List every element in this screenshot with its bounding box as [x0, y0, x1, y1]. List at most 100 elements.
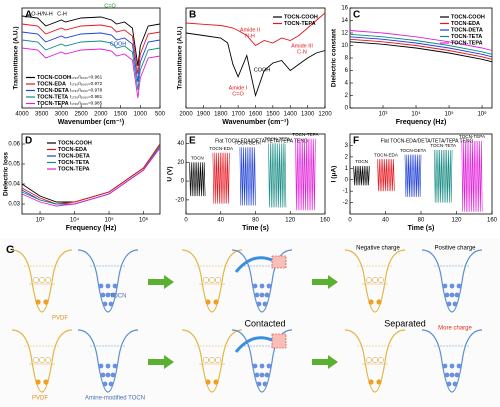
y-tick-label: 3 [345, 143, 349, 149]
signal-trace [434, 149, 453, 203]
signal-trace [353, 165, 370, 186]
x-tick-label: 10³ [36, 218, 45, 224]
annotation: C-N [297, 49, 307, 55]
annotation: O-H/N-H [31, 11, 52, 17]
legend-label: TOCN-TEPA [451, 40, 483, 46]
series-label: TOCN-EDA [209, 146, 234, 151]
y-tick-label: 0.05 [8, 162, 20, 168]
annotation: N-H [245, 33, 255, 39]
signal-trace [377, 159, 395, 192]
signal-trace [268, 143, 287, 208]
y-axis-label: I (μA) [331, 166, 338, 183]
series-line [21, 15, 161, 67]
y-tick-label: 2 [345, 93, 349, 99]
legend-label: TOCN-TETA [58, 160, 89, 166]
y-axis-label: Dielectric loss [3, 152, 10, 196]
y-axis-label: Transmittance (A.U.) [13, 26, 20, 89]
material-label: PVDF [52, 316, 68, 322]
x-tick-label: 3000 [55, 112, 69, 118]
highlight-box [271, 255, 287, 269]
legend-label: TOCN-TETA [451, 34, 482, 40]
y-axis-label: Transmittance (A.U.) [177, 26, 184, 89]
y-tick-label: 1 [345, 166, 349, 172]
series-label: TOCN-TEPA [292, 132, 319, 137]
legend-label: TOCN-EDA [58, 147, 87, 153]
x-tick-label: 500 [155, 112, 166, 118]
y-tick-label: 0.03 [8, 202, 20, 208]
y-tick-label: 2 [345, 154, 349, 160]
series-label: TOCN [191, 155, 204, 160]
x-tick-label: 1900 [197, 112, 211, 118]
y-tick-label: -2 [343, 200, 349, 206]
legend-ratio: I₁₇₃₀/I₁₀₆₀=0.985 [70, 101, 103, 106]
legend-ratio: I₁₇₃₀/I₁₀₆₀=0.978 [70, 88, 103, 93]
legend-label: TOCN-EDA [451, 21, 480, 27]
x-tick-label: 2000 [94, 112, 108, 118]
x-tick-label: 1200 [318, 112, 332, 118]
legend-label: TOCN-TEPA [284, 21, 316, 27]
plot-frame [21, 133, 161, 215]
signal-trace [461, 140, 483, 212]
x-tick-label: 10⁵ [444, 111, 454, 118]
panel-label: G [6, 244, 15, 256]
y-tick-label: -1 [343, 189, 349, 195]
x-tick-label: 1400 [284, 112, 298, 118]
stage-label: Separated [384, 318, 426, 328]
curved-arrow [234, 256, 273, 273]
signal-trace [212, 152, 230, 204]
material-label: Amine-modified TOCN [85, 396, 145, 402]
legend-ratio: I₁₇₃₀/I₁₀₆₀=0.961 [70, 75, 103, 80]
x-tick-label: 1500 [266, 112, 280, 118]
material-label: PVDF [32, 396, 48, 402]
annotation: COOH [254, 67, 271, 73]
y-tick-label: 6 [345, 68, 349, 74]
legend-label: TOCN-DETA [451, 27, 483, 33]
x-tick-label: 1500 [114, 112, 128, 118]
series-line [21, 147, 161, 207]
charge-label: Negative charge [356, 246, 400, 252]
legend-label: TOCN-EDA [37, 81, 66, 87]
x-tick-label: 120 [285, 218, 296, 224]
annotation: C=O [104, 3, 116, 9]
series-line [349, 36, 493, 58]
panel-label: A [25, 10, 32, 21]
series-label: TOCN [355, 159, 368, 164]
panel-label: B [189, 10, 196, 21]
x-tick-label: 10⁶ [139, 217, 149, 224]
series-line [349, 30, 493, 51]
series-line [21, 47, 161, 99]
x-axis-label: Wavenumber (cm⁻¹) [222, 119, 288, 126]
x-tick-label: 0 [184, 218, 188, 224]
series-label: TOCN-TETA [264, 137, 291, 142]
y-tick-label: 14 [341, 18, 348, 24]
x-axis-label: Frequency (Hz) [66, 225, 117, 232]
x-tick-label: 160 [320, 218, 331, 224]
series-line [21, 145, 161, 205]
chart-title: Flat TOCN-EDA/DETA/TETA/TEPA TENG [381, 138, 474, 144]
series-line [21, 143, 161, 205]
y-tick-label: 0.04 [8, 182, 20, 188]
x-tick-label: 10³ [379, 112, 388, 118]
x-tick-label: 3500 [35, 112, 49, 118]
series-label: TOCN-DETA [234, 140, 261, 145]
y-tick-label: 0 [345, 177, 349, 183]
x-tick-label: 4000 [15, 112, 29, 118]
x-tick-label: 2500 [74, 112, 88, 118]
material-label: TOCN [110, 294, 127, 300]
annotation: Amide I [229, 85, 248, 91]
stage-label: Contacted [244, 318, 285, 328]
y-tick-label: 8 [345, 56, 349, 62]
legend-label: TOCN-TEPA [58, 166, 90, 172]
x-axis-label: Time (s) [242, 225, 269, 232]
x-tick-label: 1800 [214, 112, 228, 118]
y-tick-label: 12 [341, 31, 348, 37]
series-line [185, 32, 326, 98]
panel-label: F [353, 136, 359, 147]
x-tick-label: 120 [451, 218, 462, 224]
x-axis-label: Frequency (Hz) [396, 119, 447, 126]
legend-label: TOCN-COOH [58, 140, 92, 146]
y-tick-label: 10 [341, 43, 348, 49]
series-label: TOCN-EDA [374, 152, 399, 157]
y-axis-label: U (V) [167, 166, 174, 181]
